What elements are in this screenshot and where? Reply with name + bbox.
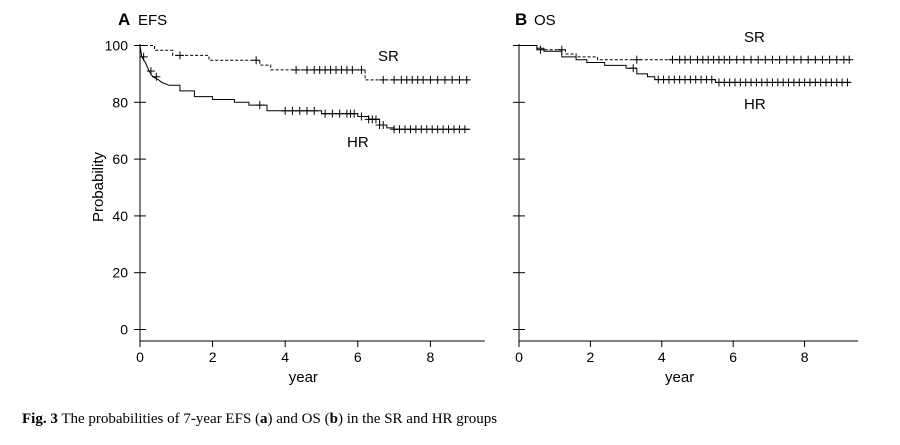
x-tick-label: 4 <box>658 349 666 365</box>
caption-text-2: ) and OS ( <box>267 411 330 427</box>
x-tick-label: 4 <box>281 349 289 365</box>
x-tick-label: 2 <box>587 349 595 365</box>
y-tick-label: 80 <box>112 94 128 110</box>
y-tick-label: 40 <box>112 208 128 224</box>
x-axis-label: year <box>289 369 318 386</box>
panel-a: 0 20 40 60 80 100 0 2 4 6 8 year Probability A EFS SR HR <box>90 10 485 386</box>
caption-a: a <box>260 411 268 427</box>
series-line-hr <box>139 45 471 130</box>
x-tick-label: 8 <box>427 349 435 365</box>
series-line-sr <box>140 45 471 81</box>
x-tick-label: 0 <box>136 349 144 365</box>
x-tick-label: 6 <box>729 349 737 365</box>
caption-label: Fig. 3 <box>22 411 58 427</box>
series-label-hr: HR <box>744 96 766 113</box>
caption-b: b <box>329 411 338 427</box>
panel-letter: B <box>515 10 527 29</box>
series-label-sr: SR <box>744 29 765 46</box>
series-hr: HR <box>139 45 471 151</box>
caption-text-3: ) in the SR and HR groups <box>337 411 498 427</box>
x-tick-label: 2 <box>209 349 217 365</box>
series-hr: HR <box>519 45 852 113</box>
panel-title: OS <box>534 12 556 29</box>
y-tick-label: 0 <box>120 322 128 338</box>
x-axis-label: year <box>665 369 694 386</box>
caption-text-1: The probabilities of 7-year EFS ( <box>61 411 261 427</box>
y-tick-label: 60 <box>112 151 128 167</box>
x-tick-label: 8 <box>801 349 809 365</box>
x-tick-label: 0 <box>515 349 523 365</box>
series-sr: SR <box>140 45 471 84</box>
y-tick-label: 20 <box>112 265 128 281</box>
panel-title: EFS <box>138 12 167 29</box>
figure-caption: Fig. 3 The probabilities of 7-year EFS (… <box>22 411 892 428</box>
series-label-hr: HR <box>347 134 369 151</box>
series-label-sr: SR <box>378 48 399 65</box>
y-tick-label: 100 <box>105 38 129 54</box>
series-sr: SR <box>519 29 854 64</box>
series-line-hr <box>519 45 851 83</box>
panel-b: 0 2 4 6 8 year B OS SR HR <box>513 10 859 386</box>
x-tick-label: 6 <box>354 349 362 365</box>
panel-letter: A <box>118 10 130 29</box>
y-axis-label: Probability <box>90 151 107 222</box>
